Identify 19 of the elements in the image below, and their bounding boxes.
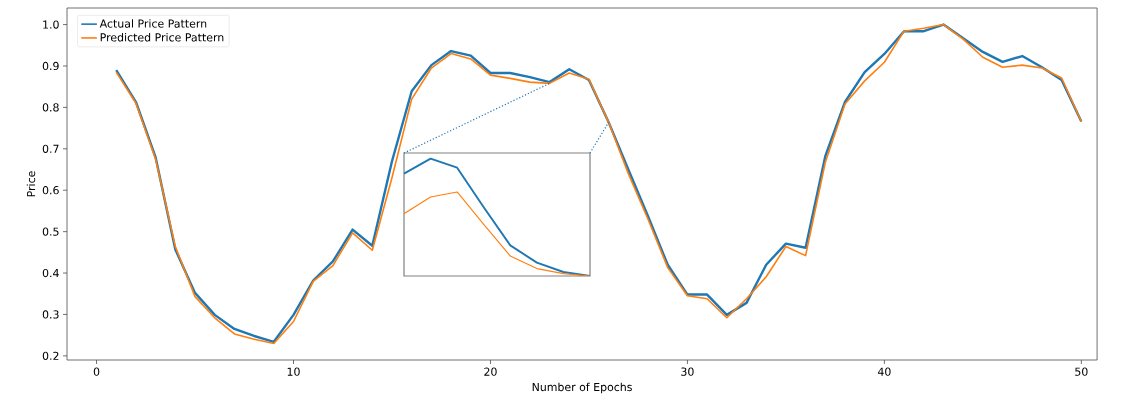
x-tick-label: 50 (1075, 367, 1088, 376)
y-tick-label: 0.3 (42, 310, 59, 319)
y-tick-label: 0.8 (42, 103, 59, 112)
y-tick-label: 1.0 (43, 20, 59, 29)
legend-label: Predicted Price Pattern (100, 33, 224, 42)
y-tick-label: 0.2 (42, 351, 59, 361)
x-axis-title: Number of Epochs (532, 382, 632, 394)
x-tick-label: 0 (93, 367, 100, 376)
x-tick-label: 10 (287, 367, 300, 376)
x-tick-label: 40 (877, 367, 891, 376)
y-tick-label: 0.7 (42, 144, 59, 153)
y-axis-title: Price (26, 171, 36, 197)
x-tick-label: 20 (484, 367, 497, 376)
legend-label: Actual Price Pattern (99, 19, 207, 28)
y-tick-label: 0.9 (42, 61, 59, 71)
y-tick-label: 0.5 (42, 227, 59, 236)
y-tick-label: 0.6 (42, 186, 59, 195)
x-tick-label: 30 (681, 367, 694, 376)
y-tick-label: 0.4 (42, 268, 59, 278)
